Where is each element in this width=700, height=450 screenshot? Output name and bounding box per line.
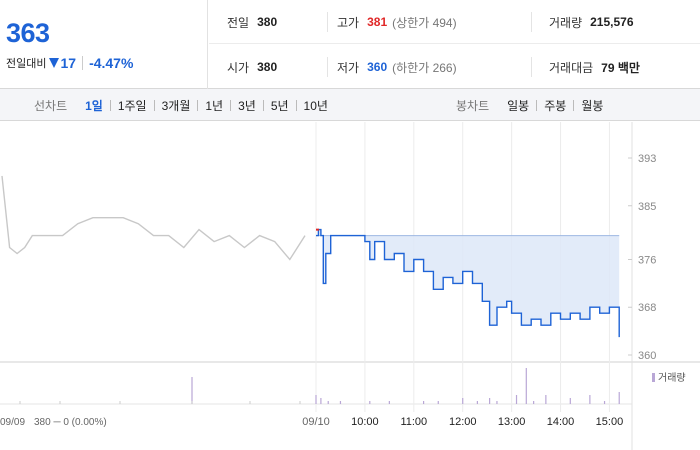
x-tick-label: 13:00 — [498, 416, 526, 428]
period-weekly[interactable]: 주봉 — [544, 98, 567, 113]
open-stat: 시가 380 — [227, 45, 277, 89]
x-tick-label: 10:00 — [351, 416, 379, 428]
price-stats: 전일 380 고가 381 (상한가 494) 거래량 215,576 시가 3… — [209, 0, 700, 89]
upper-limit-text: (상한가 494) — [392, 15, 457, 30]
period-1d[interactable]: 1일 — [85, 98, 103, 113]
change-row: 전일대비 17 -4.47% — [6, 55, 133, 71]
divider — [295, 99, 297, 111]
line-chart-periods: 선차트 1일 1주일 3개월 1년 3년 5년 10년 — [34, 89, 332, 121]
trade-value-value: 79 백만 — [601, 60, 640, 75]
open-label: 시가 — [227, 60, 250, 75]
current-quote-panel: 363 전일대비 17 -4.47% — [0, 0, 208, 89]
low-stat: 저가 360 (하한가 266) — [337, 45, 457, 89]
trade-value-label: 거래대금 — [549, 60, 594, 75]
divider — [536, 99, 538, 111]
period-3y[interactable]: 3년 — [238, 98, 256, 113]
period-monthly[interactable]: 월봉 — [581, 98, 604, 113]
price-line — [316, 228, 620, 338]
current-price: 363 — [6, 18, 50, 48]
stats-row-1: 전일 380 고가 381 (상한가 494) 거래량 215,576 — [209, 0, 700, 44]
divider — [262, 99, 264, 111]
y-tick-label: 393 — [638, 153, 656, 165]
candle-chart-periods: 봉차트 일봉 주봉 월봉 — [456, 89, 607, 121]
line-chart-title: 선차트 — [34, 98, 68, 113]
high-stat: 고가 381 (상한가 494) — [337, 0, 457, 44]
volume-label: 거래량 — [549, 15, 583, 30]
stock-summary-header: 363 전일대비 17 -4.47% 전일 380 고가 381 (상한가 49… — [0, 0, 700, 89]
prev-close-value: 380 — [257, 15, 278, 29]
volume-legend-swatch — [652, 373, 655, 382]
down-triangle-icon — [49, 58, 60, 68]
volume-value: 215,576 — [590, 15, 634, 29]
lower-limit-text: (하한가 266) — [392, 60, 457, 75]
high-label: 고가 — [337, 15, 360, 30]
y-tick-label: 360 — [638, 350, 656, 362]
prev-close-stat: 전일 380 — [227, 0, 277, 44]
change-amount: 17 — [60, 55, 77, 71]
x-tick-label: 15:00 — [596, 416, 624, 428]
change-percent: -4.47% — [89, 55, 134, 71]
divider — [109, 99, 111, 111]
candle-chart-title: 봉차트 — [456, 98, 490, 113]
divider — [230, 99, 232, 111]
y-tick-label: 368 — [638, 302, 656, 314]
prev-day-label: 09/09 — [0, 417, 25, 428]
period-3m[interactable]: 3개월 — [161, 98, 191, 113]
divider — [573, 99, 575, 111]
price-chart[interactable]: 393 385 376 368 360 거래량 09/09 380 ─ 0 (0.00%) 09… — [0, 122, 700, 450]
prev-day-summary: 380 ─ 0 (0.00%) — [34, 417, 107, 428]
open-value: 380 — [257, 60, 278, 74]
period-5y[interactable]: 5년 — [270, 98, 289, 113]
divider — [327, 12, 328, 32]
stats-row-2: 시가 380 저가 360 (하한가 266) 거래대금 79 백만 — [209, 45, 700, 89]
divider — [327, 57, 328, 77]
change-label: 전일대비 — [6, 58, 47, 70]
divider — [531, 57, 532, 77]
period-10y[interactable]: 10년 — [303, 98, 328, 113]
x-tick-label: 09/10 — [302, 416, 330, 428]
volume-stat: 거래량 215,576 — [549, 0, 634, 44]
low-label: 저가 — [337, 60, 360, 75]
volume-legend-label: 거래량 — [658, 372, 686, 384]
chart-toolbar: 선차트 1일 1주일 3개월 1년 3년 5년 10년 봉차트 일봉 주봉 월봉 — [0, 89, 700, 121]
y-tick-label: 385 — [638, 201, 656, 213]
high-value: 381 — [367, 15, 388, 29]
divider — [531, 12, 532, 32]
below-reference-area — [316, 229, 620, 338]
divider — [82, 56, 84, 70]
period-1y[interactable]: 1년 — [205, 98, 224, 113]
y-tick-label: 376 — [638, 254, 656, 266]
divider — [153, 99, 155, 111]
period-1w[interactable]: 1주일 — [117, 98, 147, 113]
divider — [197, 99, 199, 111]
trade-value-stat: 거래대금 79 백만 — [549, 45, 640, 89]
low-value: 360 — [367, 60, 388, 74]
x-tick-label: 11:00 — [400, 416, 427, 428]
period-daily[interactable]: 일봉 — [507, 98, 530, 113]
prev-day-line — [1, 175, 306, 261]
x-tick-label: 12:00 — [449, 416, 477, 428]
prev-close-label: 전일 — [227, 15, 250, 30]
x-tick-label: 14:00 — [547, 416, 575, 428]
